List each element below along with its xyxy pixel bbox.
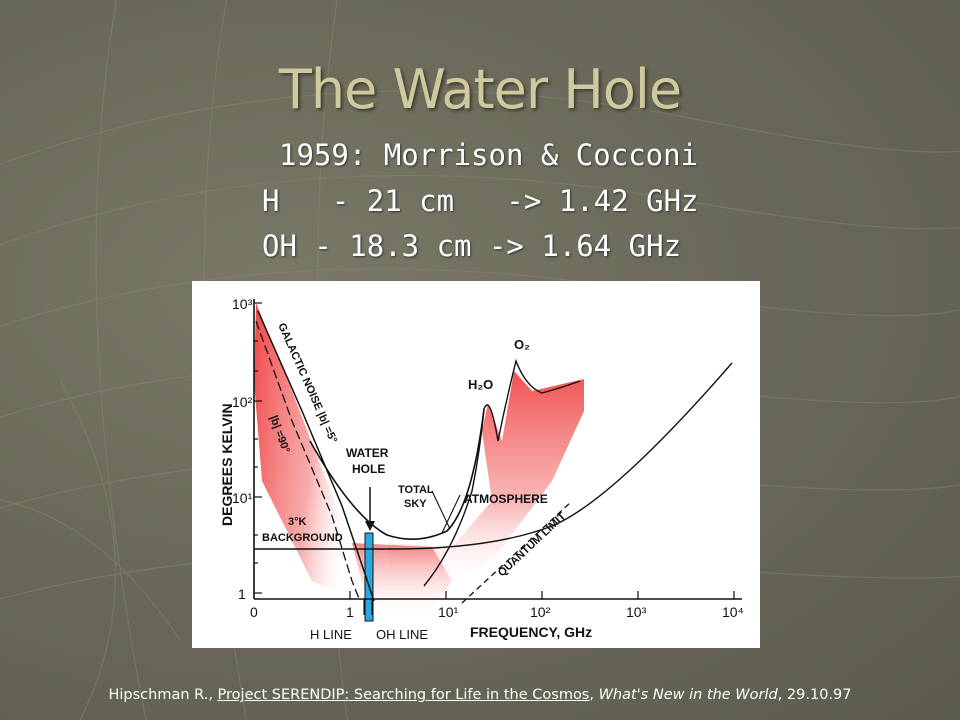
h2o-label: H₂O	[468, 377, 493, 392]
citation-publication: What's New in the World	[598, 687, 778, 703]
water-hole-label-1: WATER	[346, 446, 389, 460]
low-region-shading	[352, 543, 452, 621]
x-tick-label: 10¹	[438, 604, 459, 620]
total-sky-label-1: TOTAL	[398, 484, 434, 496]
x-axis-label: FREQUENCY, GHz	[470, 624, 592, 640]
water-hole-band	[364, 532, 374, 622]
background-label-2: BACKGROUND	[262, 532, 343, 544]
diagram-svg: DEGREES KELVIN FREQUENCY, GHz 10³ 10² 10…	[219, 296, 744, 642]
atmosphere-label: ATMOSPHERE	[464, 492, 548, 506]
x-tick-label: 0	[250, 604, 258, 620]
water-hole-arrowhead	[365, 521, 375, 531]
citation-author: Hipschman R.,	[108, 687, 218, 703]
water-hole-label-2: HOLE	[352, 462, 385, 476]
citation-separator: ,	[589, 687, 599, 703]
x-tick-label: 10⁴	[722, 604, 744, 620]
atmosphere-curve	[423, 358, 581, 587]
x-tick-label: 10²	[530, 604, 551, 620]
total-sky-curve	[309, 408, 485, 540]
discovery-line: 1959: Morrison & Cocconi	[279, 138, 699, 172]
slide-title: The Water Hole	[278, 58, 682, 121]
background-label-1: 3°K	[288, 516, 307, 528]
citation-work-link[interactable]: Project SERENDIP: Searching for Life in …	[217, 687, 590, 703]
galactic-noise-curve-b90	[255, 320, 361, 602]
x-tick-label: 10³	[626, 604, 647, 620]
y-tick-label: 10³	[232, 296, 253, 312]
galactic-noise-shading	[254, 303, 370, 601]
hydrogen-line: H - 21 cm -> 1.42 GHz	[262, 184, 699, 218]
x-tick-label: 1	[346, 604, 354, 620]
galactic-noise-curve-b5	[257, 310, 375, 602]
oh-line-label: OH LINE	[376, 627, 428, 642]
y-tick-label: 10²	[232, 394, 253, 410]
quantum-limit-line	[461, 500, 573, 604]
y-axis-label: DEGREES KELVIN	[219, 403, 235, 526]
total-sky-label-2: SKY	[404, 498, 427, 510]
atmosphere-shading	[387, 371, 584, 591]
o2-label: O₂	[514, 337, 530, 352]
y-tick-label: 1	[238, 586, 246, 602]
citation: Hipschman R., Project SERENDIP: Searchin…	[0, 687, 960, 703]
citation-date: , 29.10.97	[777, 687, 852, 703]
hydroxyl-line: OH - 18.3 cm -> 1.64 GHz	[262, 229, 682, 263]
water-hole-diagram: DEGREES KELVIN FREQUENCY, GHz 10³ 10² 10…	[192, 281, 760, 648]
y-tick-label: 10¹	[232, 490, 253, 506]
background-curve	[254, 362, 733, 550]
h-line-label: H LINE	[310, 627, 352, 642]
